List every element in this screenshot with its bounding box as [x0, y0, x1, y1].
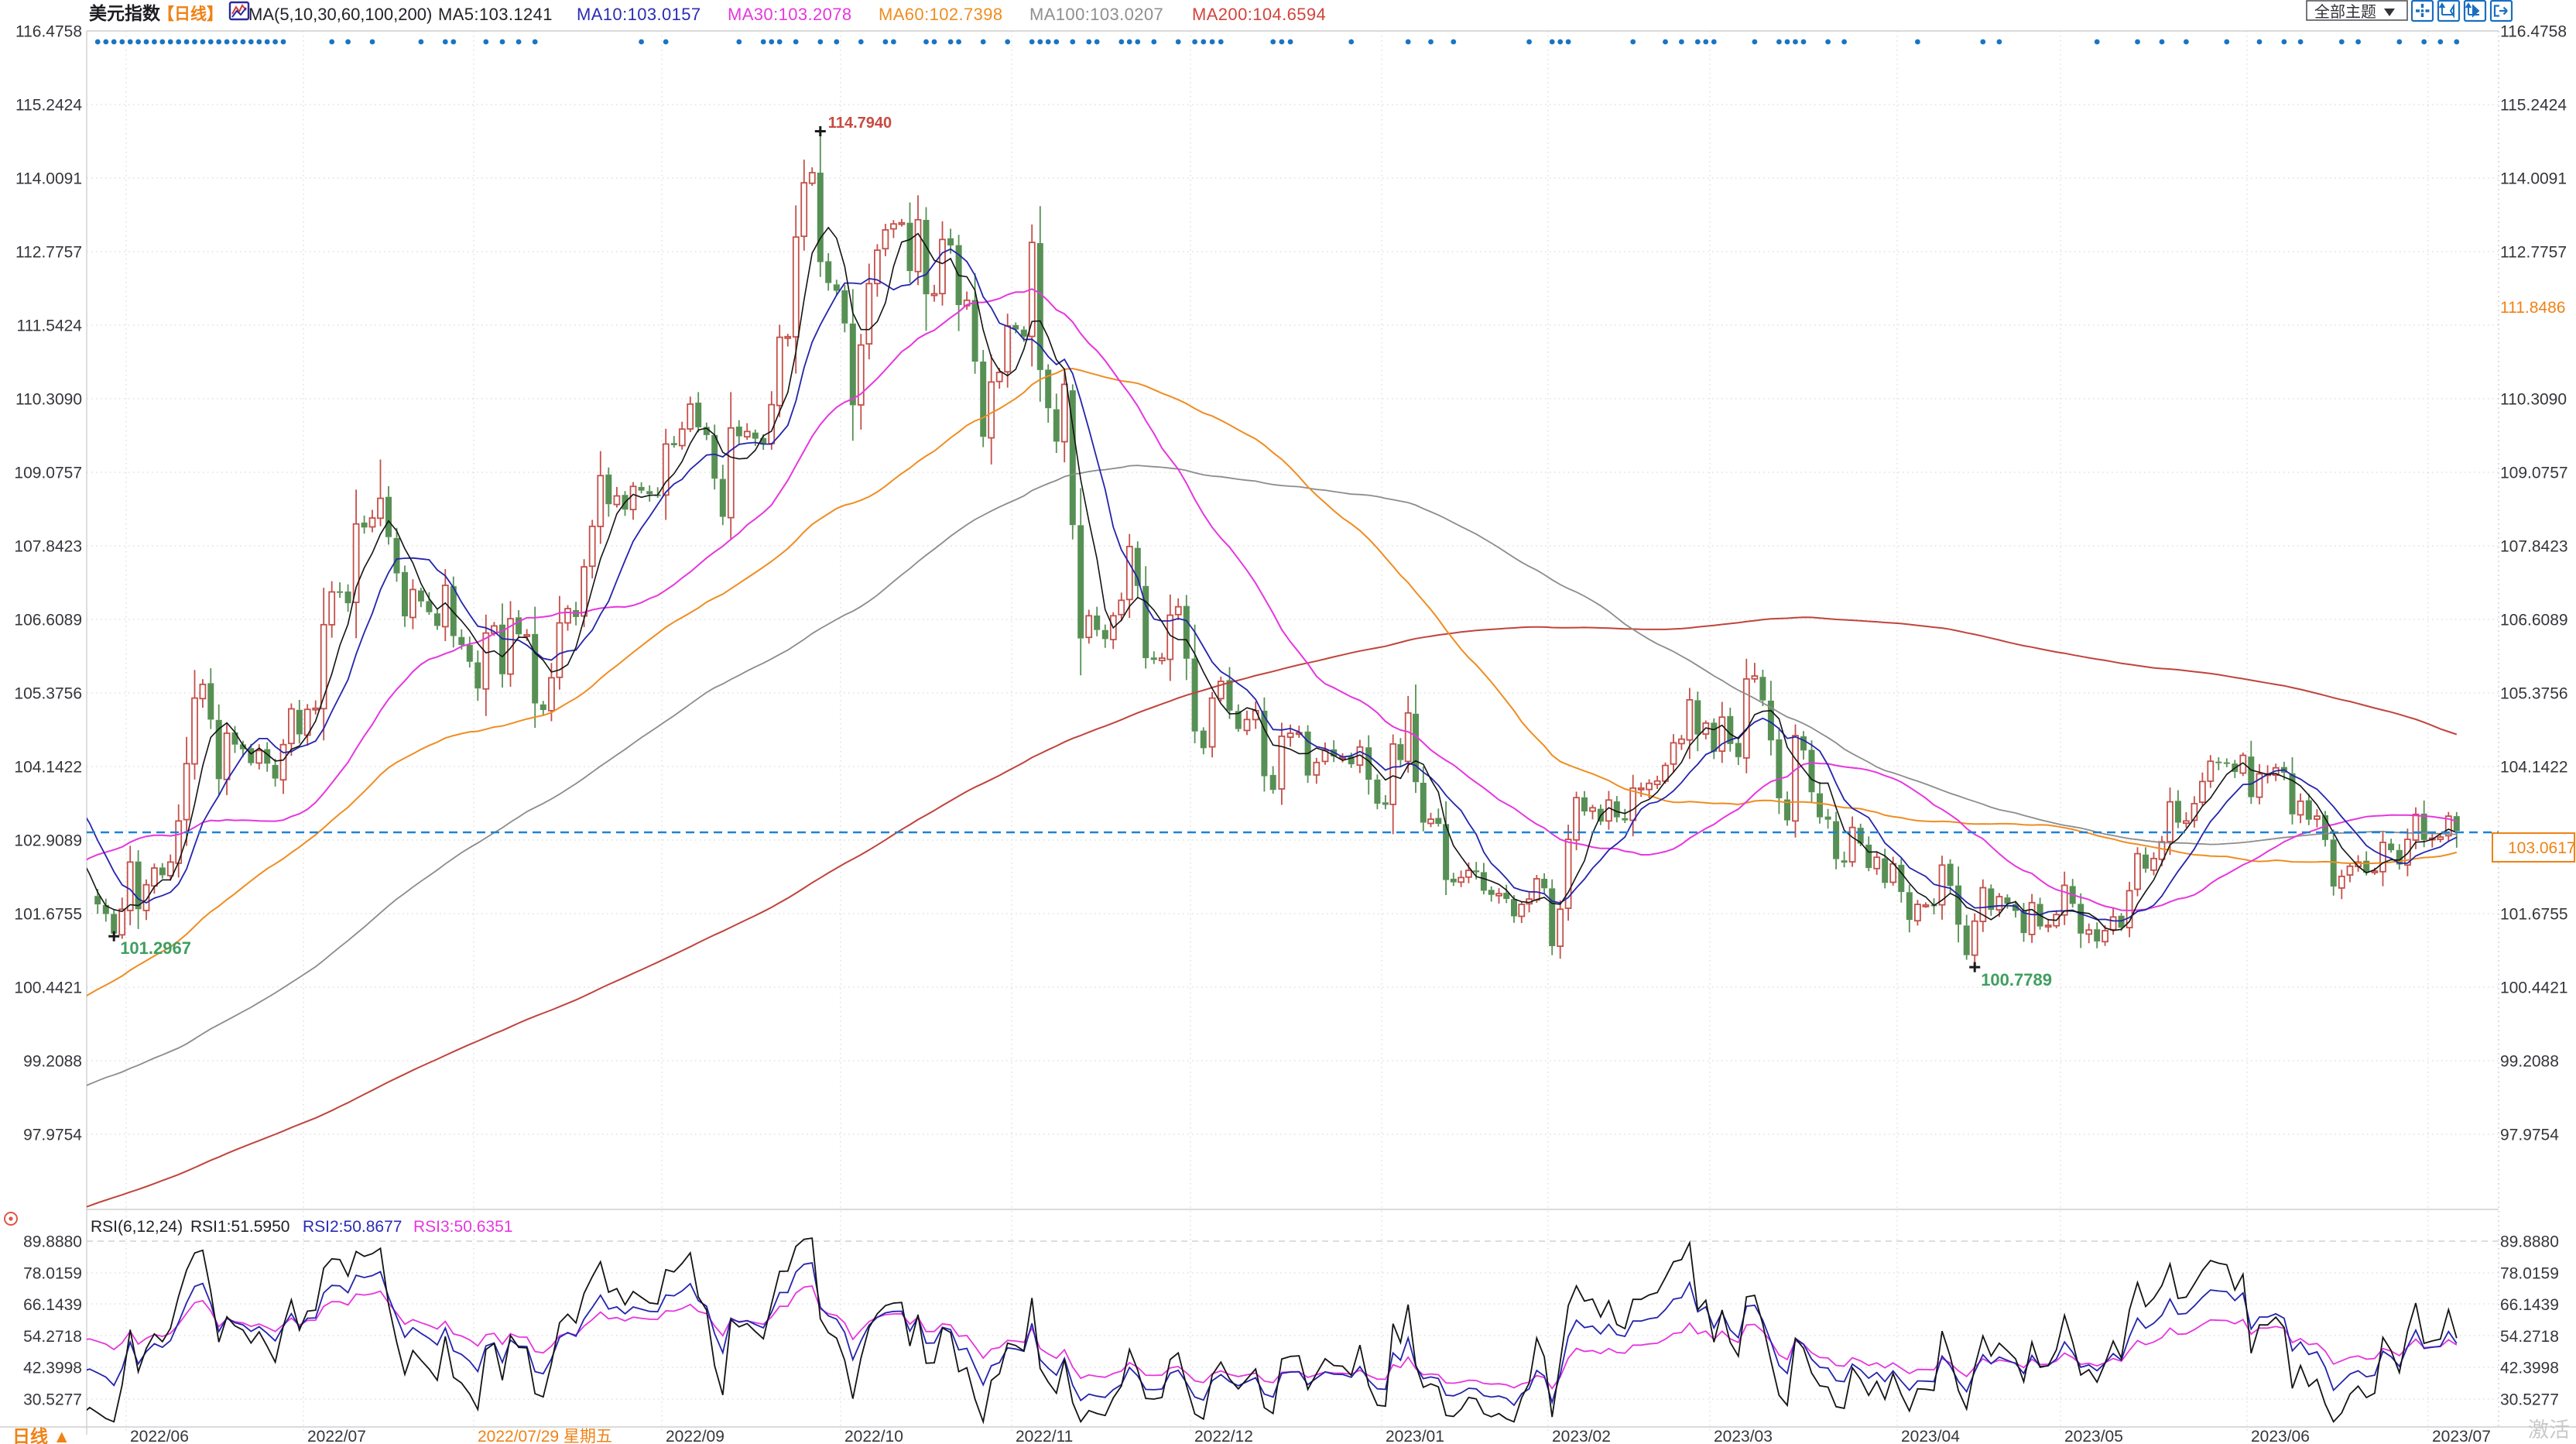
svg-text:RSI1:51.5950: RSI1:51.5950 — [190, 1218, 289, 1236]
svg-text:全部主题: 全部主题 — [2314, 3, 2376, 21]
svg-text:2022/06: 2022/06 — [130, 1428, 189, 1444]
svg-text:2022/07: 2022/07 — [307, 1428, 366, 1444]
svg-text:99.2088: 99.2088 — [23, 1053, 82, 1071]
svg-text:89.8880: 89.8880 — [23, 1233, 82, 1251]
svg-text:107.8423: 107.8423 — [14, 538, 82, 556]
svg-text:115.2424: 115.2424 — [15, 97, 82, 115]
svg-text:109.0757: 109.0757 — [14, 465, 82, 482]
svg-text:103.0617: 103.0617 — [2508, 839, 2576, 857]
svg-text:101.2967: 101.2967 — [120, 938, 191, 958]
svg-text:2022/07/29 星期五: 2022/07/29 星期五 — [478, 1428, 612, 1444]
svg-text:30.5277: 30.5277 — [2500, 1391, 2559, 1409]
svg-text:110.3090: 110.3090 — [15, 391, 82, 409]
svg-text:105.3756: 105.3756 — [14, 685, 82, 703]
svg-text:116.4758: 116.4758 — [15, 23, 82, 41]
svg-text:54.2718: 54.2718 — [23, 1328, 82, 1346]
svg-text:42.3998: 42.3998 — [2500, 1360, 2559, 1377]
svg-text:【日线】: 【日线】 — [158, 5, 223, 23]
svg-text:美元指数: 美元指数 — [89, 3, 161, 23]
svg-text:66.1439: 66.1439 — [2500, 1296, 2559, 1314]
svg-text:2022/10: 2022/10 — [844, 1428, 903, 1444]
svg-text:2023/05: 2023/05 — [2064, 1428, 2123, 1444]
svg-text:RSI3:50.6351: RSI3:50.6351 — [413, 1218, 512, 1236]
svg-text:30.5277: 30.5277 — [23, 1391, 82, 1409]
svg-text:2022/12: 2022/12 — [1194, 1428, 1253, 1444]
svg-text:115.2424: 115.2424 — [2500, 97, 2567, 115]
svg-text:MA30:103.2078: MA30:103.2078 — [728, 5, 852, 24]
svg-text:2022/11: 2022/11 — [1016, 1428, 1073, 1444]
svg-text:42.3998: 42.3998 — [23, 1360, 82, 1377]
svg-text:112.7757: 112.7757 — [2500, 244, 2567, 262]
svg-text:日线 ▲: 日线 ▲ — [12, 1426, 70, 1444]
svg-text:MA100:103.0207: MA100:103.0207 — [1029, 5, 1163, 24]
svg-text:2023/02: 2023/02 — [1552, 1428, 1611, 1444]
svg-text:107.8423: 107.8423 — [2500, 538, 2568, 556]
svg-text:89.8880: 89.8880 — [2500, 1233, 2559, 1251]
svg-text:2023/04: 2023/04 — [1901, 1428, 1960, 1444]
svg-text:104.1422: 104.1422 — [14, 759, 82, 777]
svg-text:66.1439: 66.1439 — [23, 1296, 82, 1314]
svg-text:2023/01: 2023/01 — [1386, 1428, 1444, 1444]
svg-text:110.3090: 110.3090 — [2500, 391, 2567, 409]
svg-text:104.1422: 104.1422 — [2500, 759, 2568, 777]
svg-text:2023/07: 2023/07 — [2432, 1428, 2491, 1444]
svg-text:99.2088: 99.2088 — [2500, 1053, 2559, 1071]
svg-text:111.8486: 111.8486 — [2500, 299, 2565, 317]
svg-text:2023/03: 2023/03 — [1714, 1428, 1773, 1444]
svg-text:102.9089: 102.9089 — [14, 832, 82, 850]
svg-text:MA10:103.0157: MA10:103.0157 — [577, 5, 701, 24]
svg-text:100.7789: 100.7789 — [1981, 970, 2052, 990]
svg-text:116.4758: 116.4758 — [2500, 23, 2567, 41]
svg-text:MA60:102.7398: MA60:102.7398 — [879, 5, 1003, 24]
svg-text:109.0757: 109.0757 — [2500, 465, 2568, 482]
svg-text:97.9754: 97.9754 — [2500, 1127, 2559, 1144]
svg-text:2022/09: 2022/09 — [666, 1428, 724, 1444]
svg-text:114.7940: 114.7940 — [828, 115, 892, 132]
svg-text:112.7757: 112.7757 — [15, 244, 82, 262]
svg-text:106.6089: 106.6089 — [14, 612, 82, 629]
svg-text:111.5424: 111.5424 — [17, 317, 83, 335]
svg-text:2023/06: 2023/06 — [2251, 1428, 2310, 1444]
svg-text:101.6755: 101.6755 — [14, 906, 82, 924]
svg-text:114.0091: 114.0091 — [2500, 170, 2567, 188]
svg-text:105.3756: 105.3756 — [2500, 685, 2568, 703]
svg-text:97.9754: 97.9754 — [23, 1127, 82, 1144]
svg-text:100.4421: 100.4421 — [14, 979, 82, 997]
svg-text:101.6755: 101.6755 — [2500, 906, 2568, 924]
svg-text:54.2718: 54.2718 — [2500, 1328, 2559, 1346]
svg-text:106.6089: 106.6089 — [2500, 612, 2568, 629]
svg-text:114.0091: 114.0091 — [15, 170, 82, 188]
svg-text:78.0159: 78.0159 — [23, 1264, 82, 1282]
svg-text:MA(5,10,30,60,100,200): MA(5,10,30,60,100,200) — [248, 5, 432, 24]
svg-text:100.4421: 100.4421 — [2500, 979, 2568, 997]
svg-text:RSI(6,12,24): RSI(6,12,24) — [91, 1218, 183, 1236]
svg-text:MA200:104.6594: MA200:104.6594 — [1192, 5, 1326, 24]
svg-text:RSI2:50.8677: RSI2:50.8677 — [303, 1218, 402, 1236]
svg-text:MA5:103.1241: MA5:103.1241 — [438, 5, 553, 24]
svg-text:78.0159: 78.0159 — [2500, 1264, 2559, 1282]
svg-text:激活: 激活 — [2528, 1418, 2570, 1442]
